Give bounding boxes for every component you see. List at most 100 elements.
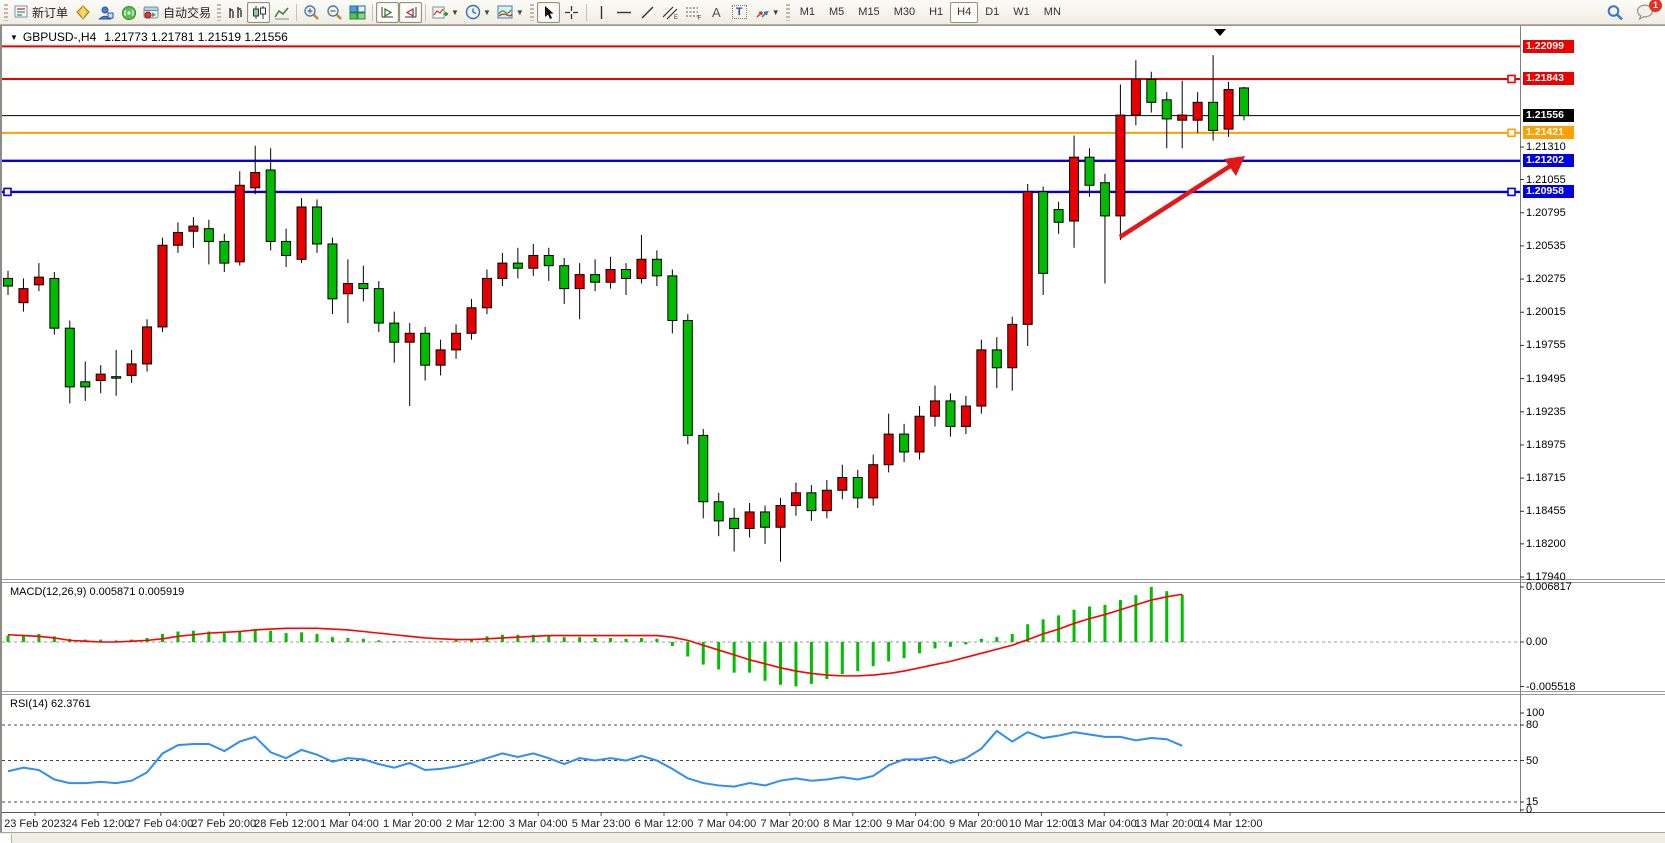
timeframe-m1[interactable]: M1 xyxy=(799,6,815,18)
search-button[interactable] xyxy=(1603,2,1627,23)
candle-body[interactable] xyxy=(837,476,848,491)
candle-body[interactable] xyxy=(1223,89,1234,130)
candlestick-button[interactable] xyxy=(247,1,271,23)
chart-shift-button[interactable] xyxy=(399,1,423,23)
text-label-button[interactable]: T xyxy=(728,2,751,23)
timeframe-m15[interactable]: M15 xyxy=(858,6,880,18)
candle-body[interactable] xyxy=(265,169,276,242)
templates-dropdown-arrow[interactable]: ▼ xyxy=(515,7,524,17)
line-handle[interactable] xyxy=(1507,74,1516,84)
candle-body[interactable] xyxy=(852,476,863,499)
shapes-button[interactable]: ▼ xyxy=(751,2,783,23)
one-click-expander-icon[interactable]: ▼ xyxy=(10,32,18,42)
candle-body[interactable] xyxy=(219,240,230,264)
candle-body[interactable] xyxy=(435,349,446,366)
autotrading-button[interactable]: 自动交易 xyxy=(140,2,214,23)
candle-body[interactable] xyxy=(142,326,153,365)
vertical-line-button[interactable] xyxy=(590,2,613,23)
candle-body[interactable] xyxy=(451,332,462,351)
candle-body[interactable] xyxy=(1084,156,1095,186)
timeframe-m30[interactable]: M30 xyxy=(893,6,916,18)
toolbar-grip[interactable] xyxy=(4,3,8,21)
candle-body[interactable] xyxy=(49,277,60,329)
candle-body[interactable] xyxy=(868,464,879,499)
candle-body[interactable] xyxy=(976,349,987,407)
candle-body[interactable] xyxy=(590,274,601,283)
trendline-button[interactable] xyxy=(636,2,659,23)
candle-body[interactable] xyxy=(713,501,724,522)
candle-body[interactable] xyxy=(806,492,817,512)
candle-body[interactable] xyxy=(466,307,477,334)
candle-body[interactable] xyxy=(420,332,431,366)
candle-body[interactable] xyxy=(528,254,539,269)
candle-body[interactable] xyxy=(651,258,662,277)
candle-body[interactable] xyxy=(1038,191,1049,274)
timeframe-h1[interactable]: H1 xyxy=(929,6,944,18)
candle-body[interactable] xyxy=(64,327,75,388)
candle-body[interactable] xyxy=(729,517,740,530)
candle-body[interactable] xyxy=(95,373,106,382)
candle-body[interactable] xyxy=(281,240,292,256)
candle-body[interactable] xyxy=(821,489,832,512)
gem-button[interactable] xyxy=(71,2,94,23)
candle-body[interactable] xyxy=(899,433,910,453)
candle-body[interactable] xyxy=(1053,209,1064,223)
candle-body[interactable] xyxy=(172,231,183,246)
candle-body[interactable] xyxy=(605,268,616,283)
candle-body[interactable] xyxy=(621,268,631,279)
candle-body[interactable] xyxy=(574,274,585,290)
candle-body[interactable] xyxy=(1177,114,1188,121)
text-button[interactable]: A xyxy=(705,2,728,23)
candle-body[interactable] xyxy=(667,275,678,322)
candle-body[interactable] xyxy=(1007,323,1018,369)
candle-body[interactable] xyxy=(342,283,353,295)
tile-windows-button[interactable] xyxy=(346,2,369,23)
candle-body[interactable] xyxy=(1069,156,1080,222)
shapes-dropdown-arrow[interactable]: ▼ xyxy=(771,7,780,17)
candle-body[interactable] xyxy=(744,511,755,530)
candle-body[interactable] xyxy=(1239,87,1249,117)
candle-body[interactable] xyxy=(1115,114,1126,217)
candle-body[interactable] xyxy=(188,225,199,232)
timeframe-m5[interactable]: M5 xyxy=(829,6,845,18)
candle-body[interactable] xyxy=(1192,101,1203,121)
candle-body[interactable] xyxy=(1208,101,1219,131)
zoom-in-button[interactable] xyxy=(300,2,323,23)
candle-body[interactable] xyxy=(203,228,214,242)
candle-body[interactable] xyxy=(1022,191,1033,325)
profile-button[interactable] xyxy=(94,2,117,23)
candle-body[interactable] xyxy=(296,206,307,260)
line-handle[interactable] xyxy=(1507,128,1516,138)
candle-body[interactable] xyxy=(33,276,44,286)
broadcast-button[interactable] xyxy=(117,2,140,23)
toolbar-grip[interactable] xyxy=(217,3,222,21)
candle-body[interactable] xyxy=(389,322,400,343)
line-chart-button[interactable] xyxy=(270,2,293,23)
timeframe-w1[interactable]: W1 xyxy=(1013,6,1030,18)
auto-scroll-button[interactable] xyxy=(376,1,400,23)
indicators-button[interactable]: ▼ xyxy=(429,2,462,23)
scrollbar-box[interactable] xyxy=(0,834,12,843)
candle-body[interactable] xyxy=(914,415,925,453)
toolbar-grip[interactable] xyxy=(785,3,790,21)
candle-body[interactable] xyxy=(1161,99,1172,120)
candle-body[interactable] xyxy=(157,244,168,328)
fibonacci-button[interactable]: F xyxy=(682,2,705,23)
timeframe-d1[interactable]: D1 xyxy=(985,6,1000,18)
zoom-out-button[interactable] xyxy=(323,2,346,23)
candle-body[interactable] xyxy=(760,511,771,528)
candle-body[interactable] xyxy=(481,277,492,309)
trend-arrow-annotation[interactable] xyxy=(1118,156,1245,239)
crosshair-button[interactable] xyxy=(560,2,583,23)
candle-body[interactable] xyxy=(250,172,261,189)
templates-button[interactable]: ▼ xyxy=(494,2,527,23)
candle-body[interactable] xyxy=(373,288,384,324)
candle-body[interactable] xyxy=(682,320,693,436)
candle-body[interactable] xyxy=(358,283,369,290)
candle-body[interactable] xyxy=(543,254,554,267)
candle-body[interactable] xyxy=(1130,78,1141,116)
toolbar-grip[interactable] xyxy=(529,3,534,21)
candle-body[interactable] xyxy=(883,433,894,466)
candle-body[interactable] xyxy=(497,262,508,279)
horizontal-line-button[interactable] xyxy=(613,2,636,23)
